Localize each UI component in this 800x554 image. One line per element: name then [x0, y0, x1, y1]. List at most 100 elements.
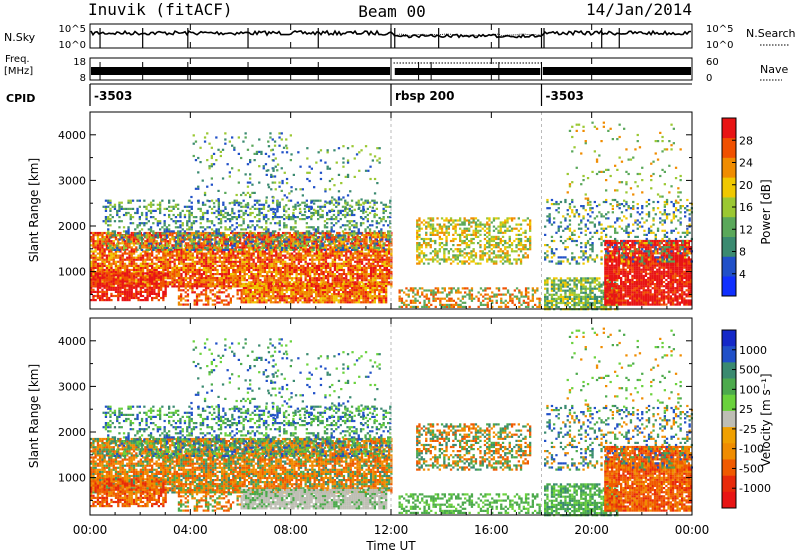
power-cell: [367, 273, 370, 276]
power-cell: [130, 250, 133, 253]
power-cell: [256, 293, 259, 296]
power-cell: [152, 244, 155, 247]
power-cell: [358, 242, 361, 245]
power-cell: [94, 254, 97, 257]
power-cell: [353, 299, 356, 302]
power-cell: [268, 268, 271, 272]
power-cell: [354, 250, 357, 253]
power-cell: [340, 281, 343, 284]
power-cell: [216, 256, 219, 259]
power-cell: [236, 256, 239, 259]
power-cell: [146, 270, 149, 274]
power-cell: [241, 250, 244, 253]
power-cell: [353, 284, 356, 287]
power-cell: [257, 254, 260, 257]
power-cell: [238, 201, 241, 204]
power-cell: [375, 284, 379, 287]
power-cell: [121, 274, 124, 277]
power-cell: [347, 248, 350, 251]
power-cell: [108, 288, 111, 291]
power-cell: [114, 277, 118, 280]
power-cell: [331, 273, 334, 276]
power-cell: [324, 231, 328, 235]
power-cell: [366, 286, 370, 290]
power-cell: [252, 260, 255, 263]
power-cell: [152, 199, 155, 202]
power-cell: [175, 264, 179, 267]
power-cell: [132, 294, 136, 298]
power-cell: [318, 264, 321, 267]
power-cell: [263, 299, 266, 302]
power-cell: [207, 234, 210, 237]
power-cell: [259, 254, 262, 257]
power-cell: [362, 295, 365, 298]
power-cell: [286, 266, 289, 269]
power-cell: [170, 209, 173, 212]
power-cell: [243, 238, 246, 241]
power-cell: [121, 242, 124, 245]
power-cell: [163, 236, 166, 239]
power-cell: [128, 282, 131, 285]
power-cell: [189, 281, 192, 284]
power-cell: [144, 244, 147, 247]
power-cell: [296, 234, 299, 237]
power-cell: [315, 286, 318, 290]
power-cell: [240, 282, 243, 285]
freq-tick-high: 18: [73, 57, 86, 68]
power-cell: [338, 254, 341, 257]
power-cell: [90, 292, 93, 295]
power-cell: [119, 292, 122, 295]
power-cell: [112, 242, 115, 245]
power-cell: [227, 287, 230, 290]
power-cell: [107, 201, 110, 204]
power-cell: [301, 218, 304, 221]
power-cell: [258, 284, 261, 287]
power-cell: [349, 250, 352, 253]
power-cell: [333, 248, 337, 251]
power-cell: [322, 283, 325, 286]
power-cell: [135, 264, 138, 267]
power-cell: [224, 226, 227, 229]
power-cell: [107, 232, 110, 235]
power-cell: [271, 230, 275, 233]
power-cell: [200, 242, 203, 245]
power-cell: [148, 258, 151, 261]
power-cell: [110, 250, 113, 253]
power-cell: [276, 297, 279, 300]
power-cell: [351, 284, 354, 287]
power-cell: [354, 240, 357, 243]
power-cell: [252, 266, 255, 269]
power-cell: [121, 262, 124, 265]
power-cell: [96, 274, 100, 277]
power-cell: [313, 273, 316, 276]
power-cell: [225, 268, 228, 272]
power-cell: [365, 262, 368, 265]
power-cell: [256, 284, 259, 287]
power-cell: [296, 282, 300, 285]
power-cell: [243, 262, 246, 265]
power-cell: [210, 244, 214, 247]
power-cell: [243, 264, 246, 267]
power-cell: [121, 278, 124, 281]
power-cell: [263, 301, 266, 304]
power-cell: [162, 234, 165, 237]
power-cell: [365, 270, 368, 274]
power-cell: [306, 281, 309, 284]
power-cell: [129, 240, 132, 243]
power-cell: [119, 274, 122, 277]
power-cell: [230, 264, 233, 267]
power-cell: [317, 295, 320, 298]
power-cell: [132, 281, 136, 284]
power-cell: [268, 246, 271, 249]
power-cell: [285, 291, 288, 294]
power-cell: [230, 252, 233, 255]
power-cell: [177, 220, 180, 223]
power-cell: [174, 242, 178, 245]
power-cell: [290, 262, 294, 265]
power-cell: [218, 258, 221, 261]
power-cell: [257, 248, 260, 251]
power-cell: [101, 246, 104, 249]
power-cell: [214, 262, 217, 265]
power-cell: [322, 231, 325, 235]
power-cell: [130, 264, 133, 267]
